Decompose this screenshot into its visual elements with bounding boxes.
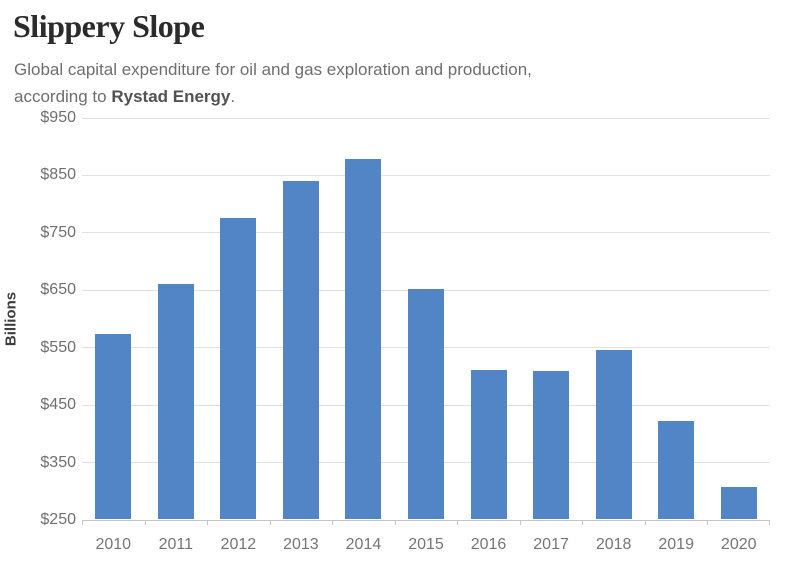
gridline <box>82 232 770 234</box>
x-tick-label-2020: 2020 <box>720 536 757 553</box>
y-tick-label: $550 <box>40 338 76 356</box>
bar-2013 <box>282 181 319 519</box>
x-axis-tick <box>207 520 208 525</box>
subtitle-line2-suffix: . <box>230 87 236 106</box>
subtitle-line1: Global capital expenditure for oil and g… <box>14 60 532 79</box>
bar-2017 <box>533 370 570 519</box>
y-tick-label: $250 <box>40 511 76 528</box>
y-tick-label: $350 <box>40 453 76 471</box>
x-tick-label-2017: 2017 <box>533 536 569 553</box>
x-axis-tick <box>270 520 271 525</box>
x-tick-label-2018: 2018 <box>595 536 632 553</box>
gridline <box>82 117 770 119</box>
x-tick-label-2019: 2019 <box>658 536 694 553</box>
x-axis-line <box>82 519 770 521</box>
y-tick-label: $750 <box>40 223 76 241</box>
x-axis-tick <box>395 520 396 525</box>
x-axis-tick <box>332 520 333 525</box>
y-tick-label: $650 <box>40 281 76 299</box>
x-axis-tick <box>82 520 83 525</box>
gridline <box>82 174 770 176</box>
bar-2016 <box>470 369 507 519</box>
bar-2019 <box>658 420 695 519</box>
x-tick-label-2012: 2012 <box>220 536 257 553</box>
x-axis-tick <box>707 520 708 525</box>
x-tick-label-2015: 2015 <box>408 536 444 553</box>
y-tick-label: $950 <box>40 109 76 126</box>
bar-2012 <box>220 217 257 519</box>
bar-2010 <box>95 333 132 519</box>
chart-title: Slippery Slope <box>13 8 205 44</box>
subtitle-source: Rystad Energy <box>111 87 231 106</box>
y-tick-label: $450 <box>40 396 76 414</box>
x-axis-tick <box>145 520 146 525</box>
x-tick-label-2010: 2010 <box>95 536 132 553</box>
bar-2020 <box>720 486 757 519</box>
bar-2018 <box>595 349 632 519</box>
bar-2011 <box>157 283 194 519</box>
chart-subtitle: Global capital expenditure for oil and g… <box>14 56 532 110</box>
plot-area <box>82 117 770 525</box>
y-tick-label: $850 <box>40 166 76 184</box>
x-axis-tick <box>457 520 458 525</box>
x-axis-tick <box>769 520 770 525</box>
x-tick-label-2013: 2013 <box>283 536 319 553</box>
x-axis-tick <box>582 520 583 525</box>
x-axis-tick <box>645 520 646 525</box>
x-tick-label-2014: 2014 <box>345 536 382 553</box>
bar-2014 <box>345 158 382 519</box>
subtitle-line2-prefix: according to <box>14 87 112 106</box>
x-tick-label-2011: 2011 <box>158 536 193 553</box>
x-tick-label-2016: 2016 <box>470 536 507 553</box>
x-axis-tick <box>520 520 521 525</box>
bar-2015 <box>408 289 444 519</box>
